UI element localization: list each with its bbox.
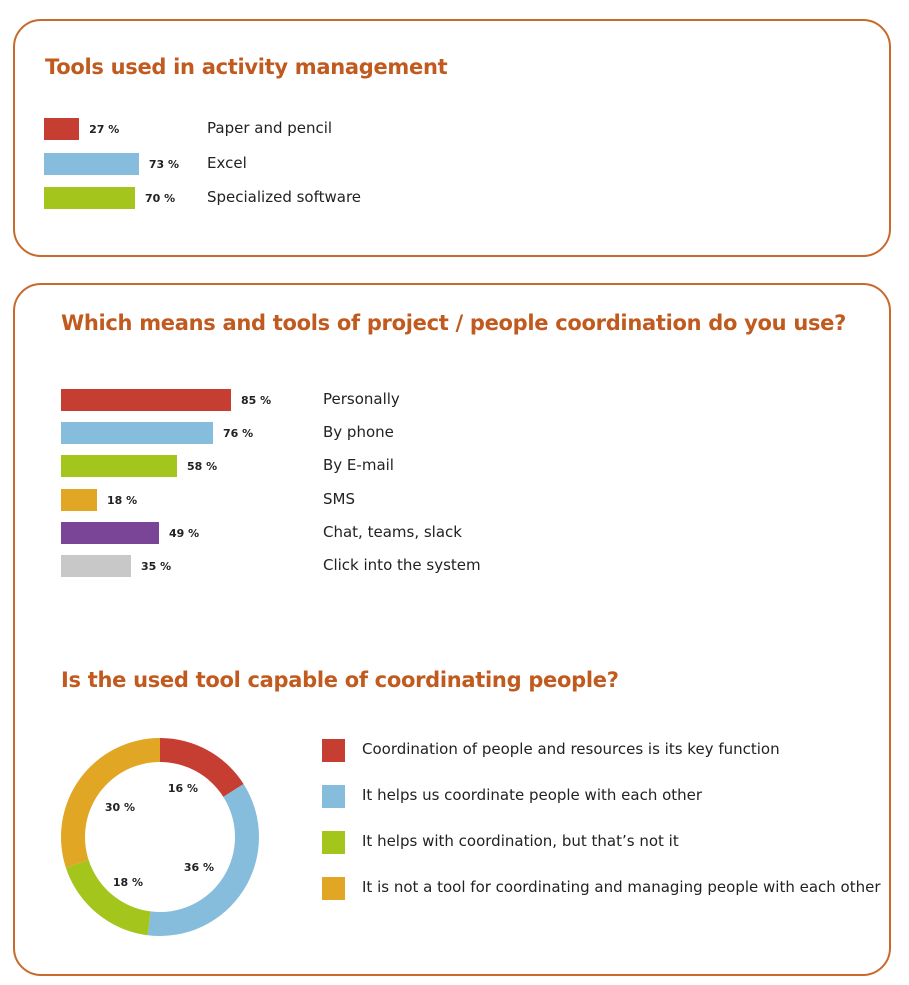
bar-0-2 [44,187,135,209]
legend-swatch [322,877,345,900]
bar-value-label: 18 % [107,493,138,507]
donut-slice-label: 18 % [113,876,143,889]
bar-category-label: By phone [323,423,394,442]
bar-value-label: 49 % [169,526,200,540]
legend-swatch [322,739,345,762]
bar-value-label: 70 % [145,192,176,205]
bar-value-label: 35 % [141,560,172,573]
bar-1-1 [61,422,213,445]
panel-activity-tools [13,19,891,257]
bar-category-label: Personally [323,390,400,408]
bar-category-label: Chat, teams, slack [323,522,462,541]
bar-category-label: Excel [207,153,247,172]
donut-slice-3 [60,738,160,868]
donut-slice-label: 30 % [105,801,135,814]
bar-1-2 [61,455,177,478]
bar-value-label: 73 % [148,157,180,171]
legend-label: Coordination of people and resources is … [362,740,780,758]
bar-0-0 [44,118,80,140]
bar-0-1 [44,152,139,175]
bar-category-label: By E-mail [323,456,394,475]
chart-title-coordination-capability: Is the used tool capable of coordinating… [61,668,619,692]
bar-value-label: 58 % [187,460,218,474]
chart-title-activity-tools: Tools used in activity management [45,55,448,79]
legend-label: It helps with coordination, but that’s n… [362,832,679,850]
bar-value-label: 27 % [89,123,120,136]
donut-slice-label: 36 % [184,861,214,874]
donut-slice-2 [65,860,151,936]
bar-category-label: SMS [323,489,355,508]
bar-value-label: 76 % [223,427,254,441]
donut-slice-0 [160,738,244,797]
donut-slice-label: 16 % [168,782,198,795]
chart-title-coordination-means: Which means and tools of project / peopl… [61,311,846,335]
legend-swatch [322,785,345,808]
legend-swatch [322,831,345,854]
donut-slice-1 [147,783,260,936]
bar-category-label: Specialized software [207,188,362,206]
bar-value-label: 85 % [241,394,272,407]
bar-1-0 [61,389,231,411]
bar-1-5 [61,555,131,577]
legend-label: It helps us coordinate people with each … [362,786,703,804]
bar-1-3 [61,488,97,511]
legend-label: It is not a tool for coordinating and ma… [362,878,881,896]
bar-category-label: Click into the system [323,556,481,574]
bar-category-label: Paper and pencil [207,119,333,137]
bar-1-4 [61,521,159,544]
